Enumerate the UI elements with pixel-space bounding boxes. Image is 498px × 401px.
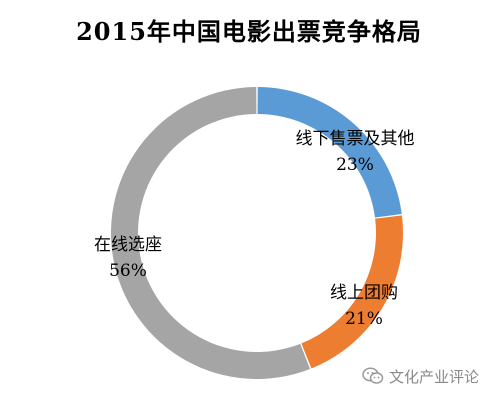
chart-title: 2015年中国电影出票竞争格局 bbox=[76, 17, 422, 46]
slice-category-online-seat: 在线选座 bbox=[94, 235, 162, 255]
watermark-text: 文化产业评论 bbox=[389, 367, 480, 386]
slice-value-group-buy: 21% bbox=[345, 309, 383, 329]
donut-slices bbox=[110, 87, 403, 379]
slice-group-buy bbox=[301, 215, 403, 369]
slice-label-offline: 线下售票及其他 23% bbox=[270, 126, 440, 178]
slice-online-seat bbox=[110, 87, 311, 379]
slice-category-offline: 线下售票及其他 bbox=[295, 129, 415, 149]
slice-label-group-buy: 线上团购 21% bbox=[304, 280, 424, 332]
slice-category-group-buy: 线上团购 bbox=[330, 283, 398, 303]
slice-offline bbox=[257, 87, 402, 218]
wechat-icon bbox=[362, 367, 384, 385]
slice-value-offline: 23% bbox=[336, 155, 374, 175]
slice-value-online-seat: 56% bbox=[109, 261, 147, 281]
watermark: 文化产业评论 bbox=[362, 364, 479, 388]
slice-label-online-seat: 在线选座 56% bbox=[68, 232, 188, 284]
